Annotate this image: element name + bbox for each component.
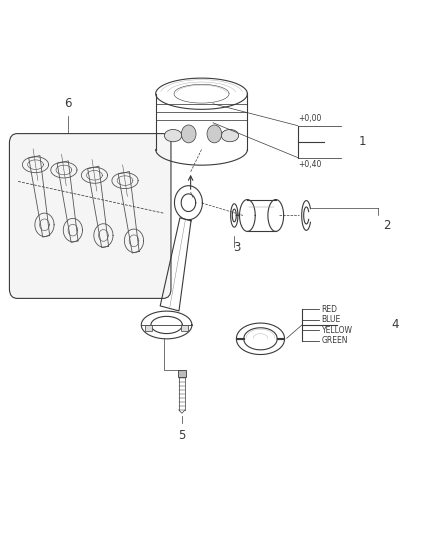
- Ellipse shape: [164, 130, 182, 142]
- Circle shape: [207, 125, 222, 143]
- Text: 3: 3: [233, 241, 240, 254]
- Text: 2: 2: [383, 219, 390, 231]
- Bar: [145, 325, 152, 332]
- Text: BLUE: BLUE: [321, 315, 341, 324]
- Bar: [181, 325, 188, 332]
- Text: 5: 5: [178, 429, 186, 442]
- Text: 1: 1: [359, 135, 366, 148]
- Bar: [177, 370, 186, 376]
- Text: YELLOW: YELLOW: [321, 326, 353, 335]
- Text: 6: 6: [65, 96, 72, 110]
- Text: RED: RED: [321, 304, 338, 313]
- Text: +0,00: +0,00: [298, 115, 322, 124]
- Ellipse shape: [221, 130, 239, 142]
- Text: +0,40: +0,40: [298, 160, 322, 168]
- Text: GREEN: GREEN: [321, 336, 348, 345]
- Text: 4: 4: [392, 319, 399, 332]
- FancyBboxPatch shape: [10, 134, 171, 298]
- Circle shape: [181, 125, 196, 143]
